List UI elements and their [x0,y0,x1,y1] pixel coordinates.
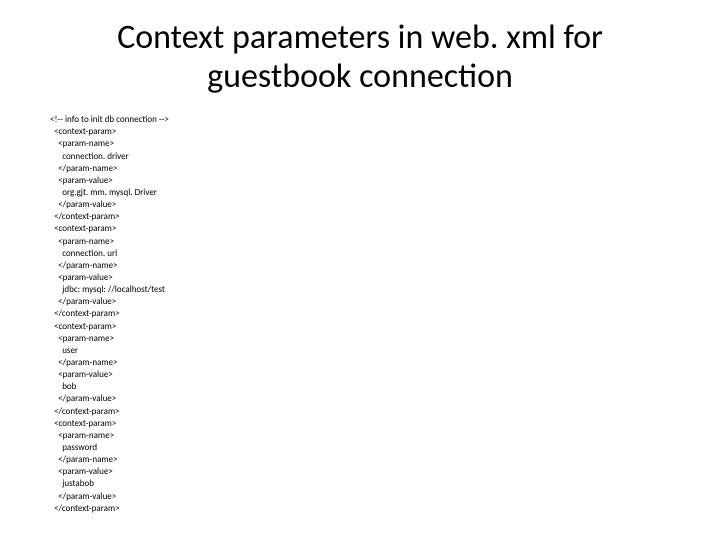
code-line: <context-param> [50,418,670,430]
slide-title: Context parameters in web. xml for guest… [50,18,670,96]
code-line: </param-name> [50,163,670,175]
code-line: <param-value> [50,175,670,187]
code-line: </param-value> [50,199,670,211]
code-line: </context-param> [50,211,670,223]
code-line: <param-value> [50,369,670,381]
code-line: user [50,345,670,357]
code-block: <!-- info to init db connection --> <con… [50,114,670,515]
code-line: org.gjt. mm. mysql. Driver [50,187,670,199]
code-line: <context-param> [50,223,670,235]
code-line: connection. driver [50,151,670,163]
code-line: <param-name> [50,333,670,345]
code-line: <context-param> [50,321,670,333]
code-line: </param-value> [50,296,670,308]
code-line: </context-param> [50,406,670,418]
code-line: jdbc: mysql: //localhost/test [50,284,670,296]
code-line: <!-- info to init db connection --> [50,114,670,126]
code-line: <param-name> [50,138,670,150]
code-line: <param-name> [50,430,670,442]
code-line: <param-value> [50,466,670,478]
code-line: </param-name> [50,260,670,272]
code-line: </context-param> [50,503,670,515]
slide-container: Context parameters in web. xml for guest… [0,0,720,540]
code-line: </param-value> [50,491,670,503]
code-line: justabob [50,478,670,490]
code-line: password [50,442,670,454]
code-line: </param-name> [50,357,670,369]
code-line: </param-value> [50,393,670,405]
code-line: bob [50,381,670,393]
code-line: <param-name> [50,236,670,248]
code-line: <param-value> [50,272,670,284]
code-line: connection. url [50,248,670,260]
code-line: </context-param> [50,308,670,320]
code-line: <context-param> [50,126,670,138]
code-line: </param-name> [50,454,670,466]
